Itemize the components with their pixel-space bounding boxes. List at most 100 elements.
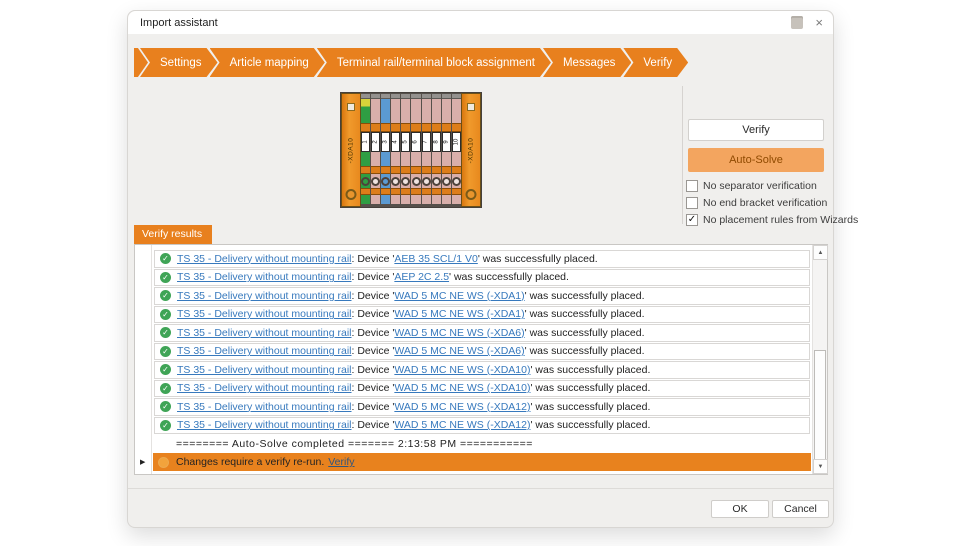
wizard-step-article-mapping[interactable]: Article mapping — [210, 48, 325, 77]
auto-solve-button[interactable]: Auto-Solve — [688, 148, 824, 172]
terminal-body — [451, 99, 461, 123]
terminal-clamp — [421, 123, 431, 132]
screw-terminal-icon — [371, 176, 381, 186]
device-link[interactable]: WAD 5 MC NE WS (-XDA1) — [394, 289, 525, 302]
option-no-separator-verification[interactable]: No separator verification — [686, 177, 832, 194]
wizard-step-messages[interactable]: Messages — [543, 48, 631, 77]
verify-rerun-warning-row[interactable]: Changes require a verify re-run. Verify — [153, 453, 811, 471]
screw-terminal-icon — [441, 176, 451, 186]
scroll-up-icon[interactable]: ▲ — [813, 245, 828, 260]
terminal-clamp — [411, 166, 421, 174]
mounting-rail-link[interactable]: TS 35 - Delivery without mounting rail — [177, 400, 352, 413]
terminal-number: 3 — [382, 140, 389, 144]
checkbox[interactable] — [686, 196, 698, 209]
terminal-block: 3 — [381, 94, 391, 206]
terminal-foot — [381, 195, 391, 206]
bracket-square-hole-icon — [467, 103, 475, 111]
mounting-rail-link[interactable]: TS 35 - Delivery without mounting rail — [177, 382, 352, 395]
close-icon[interactable]: × — [815, 15, 823, 30]
device-link[interactable]: WAD 5 MC NE WS (-XDA10) — [394, 363, 531, 376]
verify-result-row[interactable]: ✓ TS 35 - Delivery without mounting rail:… — [154, 361, 810, 379]
terminal-body — [411, 99, 421, 123]
checkbox-label: No separator verification — [703, 179, 817, 192]
scrollbar-thumb[interactable] — [814, 350, 826, 460]
tab-verify-results[interactable]: Verify results — [134, 225, 213, 245]
terminal-clamp — [431, 188, 441, 195]
verify-result-row[interactable]: ✓ TS 35 - Delivery without mounting rail:… — [154, 268, 810, 286]
success-check-icon: ✓ — [160, 253, 171, 265]
success-check-icon: ✓ — [160, 271, 171, 283]
checkbox[interactable] — [686, 179, 698, 192]
terminal-body — [401, 152, 411, 166]
pin-icon[interactable] — [791, 16, 804, 29]
screw-terminal-icon — [361, 176, 371, 186]
verify-rerun-link[interactable]: Verify — [328, 456, 355, 468]
verify-result-row[interactable]: ✓ TS 35 - Delivery without mounting rail:… — [154, 287, 810, 305]
device-link[interactable]: WAD 5 MC NE WS (-XDA6) — [394, 345, 525, 358]
terminal-number: 8 — [433, 140, 440, 144]
bracket-label-right: -XDA10 — [467, 137, 475, 163]
success-check-icon: ✓ — [160, 345, 171, 357]
wizard-step-settings[interactable]: Settings — [140, 48, 218, 77]
verify-result-row[interactable]: ✓ TS 35 - Delivery without mounting rail:… — [154, 416, 810, 434]
mounting-rail-link[interactable]: TS 35 - Delivery without mounting rail — [177, 363, 352, 376]
mounting-rail-link[interactable]: TS 35 - Delivery without mounting rail — [177, 345, 352, 358]
mounting-rail-link[interactable]: TS 35 - Delivery without mounting rail — [177, 308, 352, 321]
device-link[interactable]: AEB 35 SCL/1 V0 — [394, 252, 478, 265]
success-check-icon: ✓ — [160, 327, 171, 339]
option-no-placement-rules-from-wizards[interactable]: ✓ No placement rules from Wizards — [686, 211, 858, 228]
ok-button[interactable]: OK — [711, 500, 769, 518]
terminal-foot — [361, 195, 371, 206]
mounting-rail-link[interactable]: TS 35 - Delivery without mounting rail — [177, 271, 352, 284]
mounting-rail-link[interactable]: TS 35 - Delivery without mounting rail — [177, 252, 352, 265]
cancel-button[interactable]: Cancel — [772, 500, 829, 518]
device-link[interactable]: WAD 5 MC NE WS (-XDA10) — [394, 382, 531, 395]
device-link[interactable]: WAD 5 MC NE WS (-XDA6) — [394, 326, 525, 339]
verify-result-row[interactable]: ✓ TS 35 - Delivery without mounting rail:… — [154, 324, 810, 342]
terminal-cap — [441, 94, 451, 99]
warning-text: Changes require a verify re-run. — [176, 456, 325, 468]
verify-result-row[interactable]: ✓ TS 35 - Delivery without mounting rail:… — [154, 342, 810, 360]
device-link[interactable]: AEP 2C 2.5 — [394, 271, 450, 284]
bracket-circle-hole-icon — [345, 189, 357, 200]
verify-result-row[interactable]: ✓ TS 35 - Delivery without mounting rail:… — [154, 305, 810, 323]
terminal-cap — [401, 94, 411, 99]
device-link[interactable]: WAD 5 MC NE WS (-XDA1) — [394, 308, 525, 321]
mounting-rail-link[interactable]: TS 35 - Delivery without mounting rail — [177, 419, 352, 432]
wizard-step-verify[interactable]: Verify — [623, 48, 688, 77]
success-check-icon: ✓ — [160, 364, 171, 376]
warning-icon — [158, 456, 169, 468]
terminal-number: 1 — [362, 140, 369, 144]
checkbox[interactable]: ✓ — [686, 213, 698, 226]
screw-terminal-icon — [411, 176, 421, 186]
terminal-screw-row — [391, 174, 401, 188]
vertical-scrollbar[interactable]: ▲ ▼ — [812, 245, 828, 474]
terminal-clamp — [441, 188, 451, 195]
verify-result-row[interactable]: ✓ TS 35 - Delivery without mounting rail:… — [154, 250, 810, 268]
terminal-cap — [431, 94, 441, 99]
verify-result-row[interactable]: ✓ TS 35 - Delivery without mounting rail:… — [154, 398, 810, 416]
terminal-foot — [451, 195, 461, 206]
device-link[interactable]: WAD 5 MC NE WS (-XDA12) — [394, 400, 531, 413]
mounting-rail-link[interactable]: TS 35 - Delivery without mounting rail — [177, 289, 352, 302]
option-no-end-bracket-verification[interactable]: No end bracket verification — [686, 194, 832, 211]
checkbox-label: No end bracket verification — [703, 196, 828, 209]
mounting-rail-link[interactable]: TS 35 - Delivery without mounting rail — [177, 326, 352, 339]
device-link[interactable]: WAD 5 MC NE WS (-XDA12) — [394, 419, 531, 432]
row-text: ' was successfully placed. — [530, 382, 651, 395]
terminal-screw-row — [451, 174, 461, 188]
verify-result-row[interactable]: ✓ TS 35 - Delivery without mounting rail:… — [154, 379, 810, 397]
terminal-number-label: 5 — [401, 132, 411, 152]
terminal-block: 1 — [361, 94, 371, 206]
wizard-step-terminal-rail-terminal-block-assignment[interactable]: Terminal rail/terminal block assignment — [317, 48, 551, 77]
row-text: ' was successfully placed. — [524, 345, 645, 358]
terminal-body — [451, 152, 461, 166]
terminal-number-label: 1 — [361, 132, 371, 152]
verify-button[interactable]: Verify — [688, 119, 824, 141]
row-text: ' was successfully placed. — [524, 308, 645, 321]
wizard-step-label: Article mapping — [229, 56, 309, 69]
terminal-block: 2 — [371, 94, 381, 206]
terminal-body — [411, 152, 421, 166]
terminal-foot — [391, 195, 401, 206]
scroll-down-icon[interactable]: ▼ — [813, 459, 828, 474]
